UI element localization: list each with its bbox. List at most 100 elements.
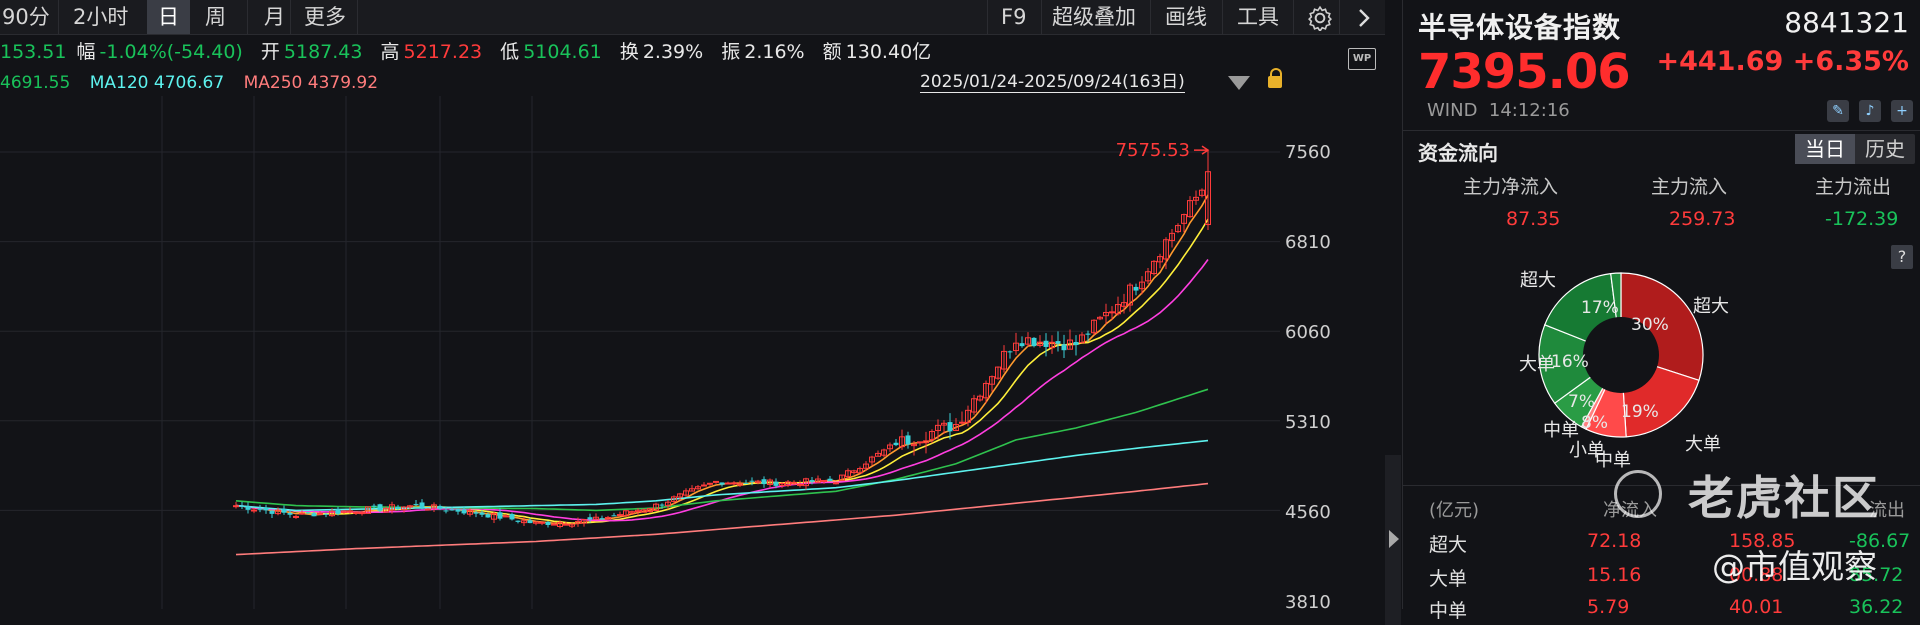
more-periods-button[interactable]: 更多 — [304, 5, 346, 29]
row-in: 00.88 — [1729, 564, 1784, 586]
panel-icons: ✎ ♪ + — [1817, 100, 1913, 122]
candle-body — [287, 513, 293, 515]
candle-body — [569, 523, 575, 527]
lock-icon[interactable] — [1268, 68, 1282, 88]
date-range-selector[interactable]: 2025/01/24-2025/09/24(163日) — [920, 72, 1185, 93]
candle-body — [899, 436, 905, 448]
candle-body — [1163, 239, 1169, 260]
candle-body — [1133, 286, 1139, 291]
period-week-button[interactable]: 周 — [205, 5, 226, 29]
candle-body — [257, 508, 263, 510]
candle-body — [695, 486, 701, 490]
candle-body — [539, 521, 545, 524]
candle-body — [551, 523, 557, 526]
candle-body — [521, 520, 527, 524]
super-overlay-button[interactable]: 超级叠加 — [1052, 5, 1136, 29]
tools-button[interactable]: 工具 — [1237, 5, 1279, 29]
candle-body — [737, 483, 743, 486]
candle-body — [509, 514, 515, 520]
candle-body — [773, 481, 779, 486]
chevron-right-icon[interactable] — [1345, 0, 1383, 34]
candle-body — [797, 483, 803, 486]
candle-body — [479, 512, 485, 515]
candle-body — [275, 509, 281, 515]
candle-body — [893, 442, 899, 446]
candle-body — [527, 520, 533, 524]
candle-body — [281, 508, 287, 513]
y-tick-label: 6810 — [1285, 232, 1331, 253]
candle-body — [473, 512, 479, 514]
index-code: 8841321 — [1784, 6, 1909, 39]
main-outflow-header: 主力流出 — [1815, 176, 1892, 198]
candle-body — [953, 423, 959, 431]
settings-gear-icon[interactable] — [1297, 0, 1343, 34]
y-tick-label: 4560 — [1285, 502, 1331, 523]
ohlc-info-bar: 153.51 幅 -1.04%(-54.40) 开 5187.43 高 5217.23… — [0, 36, 935, 68]
tab-today[interactable]: 当日 — [1795, 134, 1855, 164]
candle-body — [305, 512, 311, 514]
draw-line-button[interactable]: 画线 — [1165, 5, 1207, 29]
row-net: 5.79 — [1587, 596, 1630, 618]
candle-body — [905, 435, 911, 445]
amount-value: 130.40亿 — [845, 41, 932, 63]
candle-body — [1193, 196, 1199, 201]
collapse-panel-button[interactable] — [1385, 455, 1401, 625]
candle-body — [767, 479, 773, 485]
candle-body — [1061, 344, 1067, 351]
candle-body — [383, 507, 389, 513]
candle-body — [611, 515, 617, 517]
wp-icon[interactable]: WP — [1348, 48, 1376, 70]
candle-body — [1145, 271, 1151, 282]
donut-pct-label: 8% — [1581, 413, 1608, 433]
candle-body — [851, 470, 857, 474]
big-in-label: 大单 — [1685, 434, 1721, 455]
price-plot[interactable]: 7575.53 — [0, 96, 1385, 609]
out-header: 流出 — [1869, 500, 1905, 521]
period-2h-button[interactable]: 2小时 — [73, 5, 129, 29]
tab-history[interactable]: 历史 — [1865, 137, 1905, 161]
donut-slice — [1538, 324, 1623, 405]
period-month-button[interactable]: 月 — [264, 5, 285, 29]
candle-body — [863, 463, 869, 469]
help-icon[interactable]: ? — [1891, 245, 1913, 269]
row-out: 85.72 — [1849, 564, 1904, 586]
candle-body — [1139, 281, 1145, 290]
row-label: 中单 — [1429, 600, 1468, 622]
candle-body — [809, 480, 815, 482]
period-90min-button[interactable]: 90分 — [2, 5, 50, 29]
candle-body — [977, 395, 983, 401]
candlesticks — [233, 150, 1211, 529]
high-label: 高 — [380, 41, 400, 63]
fund-flow-title: 资金流向 — [1418, 141, 1498, 165]
turnover-label: 换 — [619, 41, 639, 63]
candle-body — [911, 443, 917, 447]
candle-body — [1151, 260, 1157, 275]
dropdown-arrow-icon[interactable] — [1228, 76, 1250, 90]
row-out: 36.22 — [1849, 596, 1904, 618]
add-icon[interactable]: + — [1891, 100, 1913, 122]
candle-body — [803, 478, 809, 487]
candle-body — [653, 503, 659, 511]
row-label: 大单 — [1429, 568, 1468, 590]
candle-body — [1019, 343, 1025, 347]
y-tick-label: 5310 — [1285, 412, 1331, 433]
candle-body — [875, 452, 881, 457]
candle-body — [1199, 189, 1205, 196]
y-tick-label: 6060 — [1285, 322, 1331, 343]
candle-body — [1007, 351, 1013, 353]
donut-pct-label: 7% — [1568, 392, 1595, 412]
moving-average-lines — [235, 194, 1209, 556]
candle-body — [665, 501, 671, 507]
candle-body — [623, 510, 629, 517]
kline-chart[interactable]: 90分 2小时 日 周 月 更多 F9 超级叠加 画线 工具 153.51 幅-… — [0, 0, 1385, 613]
candle-body — [545, 521, 551, 525]
big-out-label: 大单 — [1519, 354, 1555, 375]
ma5-line — [235, 194, 1209, 525]
f9-button[interactable]: F9 — [1001, 5, 1027, 29]
edit-icon[interactable]: ✎ — [1827, 100, 1849, 122]
main-inflow-header: 主力流入 — [1651, 176, 1728, 198]
amplitude-label: 振 — [721, 41, 741, 63]
candle-body — [455, 509, 461, 512]
alert-bell-icon[interactable]: ♪ — [1859, 100, 1881, 122]
period-day-button[interactable]: 日 — [147, 0, 190, 34]
